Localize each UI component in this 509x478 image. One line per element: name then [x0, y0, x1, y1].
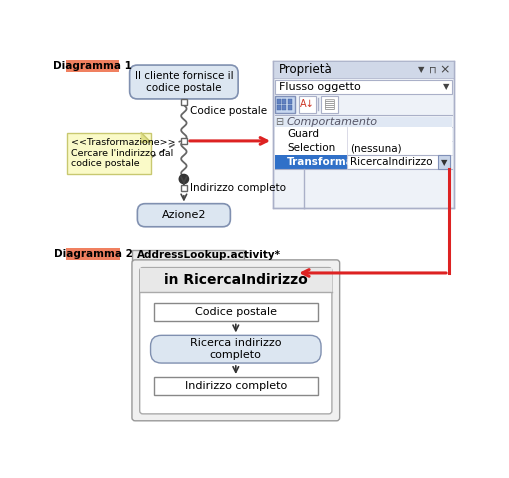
Bar	[66, 60, 119, 72]
Circle shape	[179, 174, 188, 184]
Bar	[298, 96, 315, 113]
Bar	[132, 250, 244, 261]
Bar	[276, 99, 280, 104]
Polygon shape	[141, 133, 150, 142]
Bar	[180, 138, 187, 144]
Text: Codice postale: Codice postale	[190, 106, 267, 116]
Bar	[272, 61, 453, 78]
Bar	[139, 268, 331, 292]
Bar	[437, 155, 449, 169]
Text: ×: ×	[438, 63, 448, 76]
Text: Proprietà: Proprietà	[278, 63, 332, 76]
Bar	[66, 248, 120, 260]
Text: RicercaIndirizzo: RicercaIndirizzo	[349, 157, 432, 167]
Bar	[276, 105, 280, 110]
Text: Comportamento: Comportamento	[287, 117, 377, 127]
Bar	[275, 96, 295, 113]
Bar	[287, 99, 291, 104]
FancyBboxPatch shape	[129, 65, 238, 99]
Bar	[282, 99, 286, 104]
Text: ⊟: ⊟	[274, 117, 282, 127]
Bar	[180, 185, 187, 191]
FancyBboxPatch shape	[132, 260, 339, 421]
Bar	[274, 128, 451, 141]
Bar	[153, 303, 317, 322]
Text: Il cliente fornisce il
codice postale: Il cliente fornisce il codice postale	[134, 71, 233, 93]
Bar	[272, 61, 453, 207]
Text: Codice postale: Codice postale	[194, 307, 276, 317]
Text: ▼: ▼	[442, 82, 448, 91]
Bar	[287, 105, 291, 110]
Text: in RicercaIndirizzo: in RicercaIndirizzo	[163, 273, 307, 287]
Text: Transformation: Transformation	[287, 157, 376, 167]
Text: ▼: ▼	[417, 65, 423, 74]
Text: Diagramma 2: Diagramma 2	[53, 249, 132, 259]
Bar	[321, 96, 337, 113]
Text: Selection: Selection	[287, 143, 334, 153]
Text: <<Trasformazione>>
Cercare l'indirizzo dal
codice postale: <<Trasformazione>> Cercare l'indirizzo d…	[71, 138, 175, 168]
Text: AddressLookup.activity*: AddressLookup.activity*	[136, 250, 280, 260]
Text: A↓: A↓	[299, 99, 314, 109]
FancyBboxPatch shape	[139, 268, 331, 414]
Bar	[274, 169, 451, 206]
Bar	[282, 105, 286, 110]
Text: Indirizzo completo: Indirizzo completo	[184, 381, 287, 391]
FancyBboxPatch shape	[150, 336, 321, 363]
Bar	[153, 377, 317, 395]
Text: ▼: ▼	[440, 158, 447, 166]
Bar	[180, 99, 187, 105]
Text: Diagramma 1: Diagramma 1	[53, 61, 132, 71]
Bar	[67, 133, 150, 174]
Bar	[274, 141, 451, 155]
Text: ▤: ▤	[323, 98, 335, 111]
Text: (nessuna): (nessuna)	[349, 143, 401, 153]
Bar	[346, 155, 449, 169]
Text: Ricerca indirizzo
completo: Ricerca indirizzo completo	[190, 338, 281, 360]
Text: Guard: Guard	[287, 130, 318, 140]
Bar	[274, 117, 451, 128]
Text: ⊓: ⊓	[428, 65, 436, 75]
Bar	[274, 80, 451, 94]
Text: Indirizzo completo: Indirizzo completo	[190, 183, 286, 193]
Bar	[274, 155, 346, 169]
Text: Flusso oggetto: Flusso oggetto	[278, 82, 360, 92]
FancyBboxPatch shape	[137, 204, 230, 227]
Text: Azione2: Azione2	[161, 210, 206, 220]
